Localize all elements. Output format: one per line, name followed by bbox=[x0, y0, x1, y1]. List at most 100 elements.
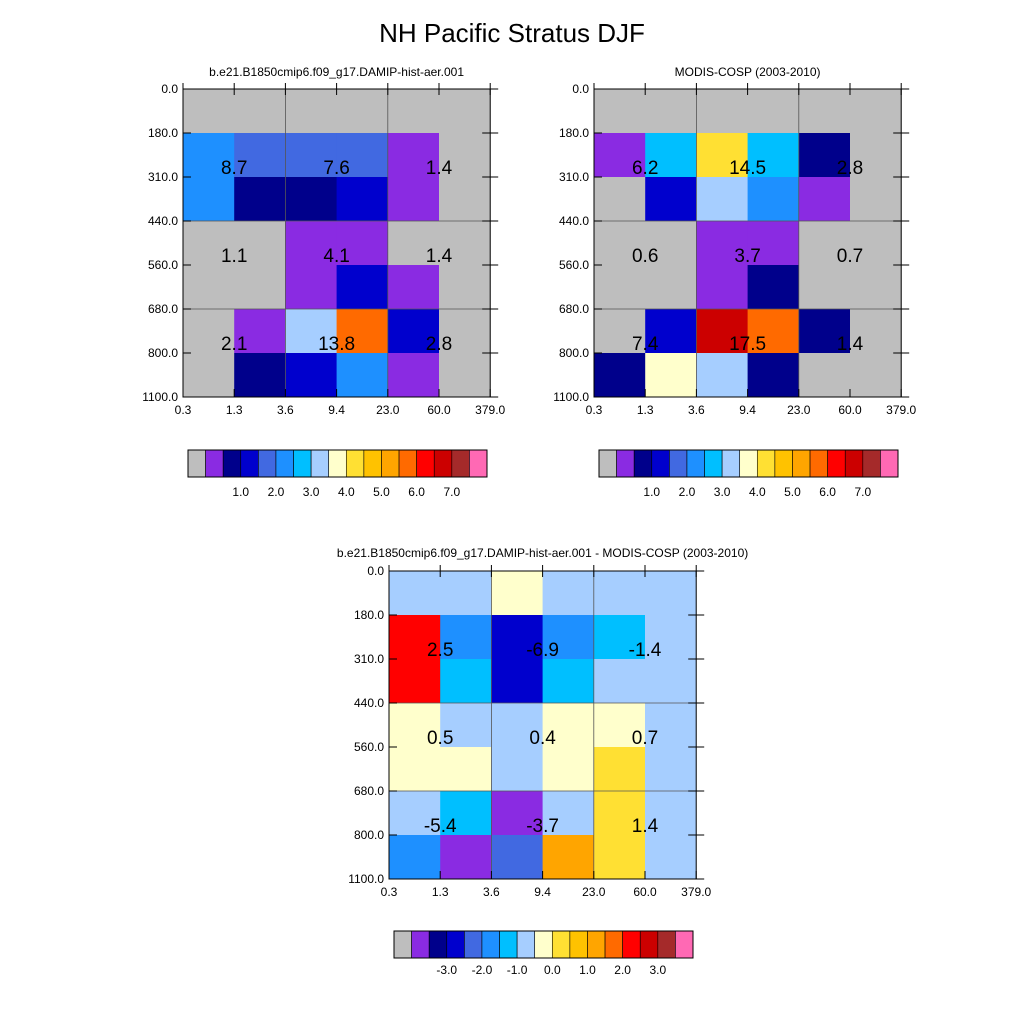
heatmap-cell bbox=[491, 835, 543, 880]
heatmap-cell bbox=[439, 89, 491, 134]
heatmap-cell bbox=[439, 265, 491, 310]
heatmap-cell bbox=[336, 177, 389, 222]
heatmap-cell bbox=[798, 309, 851, 354]
heatmap-cell bbox=[542, 835, 595, 880]
heatmap-cell bbox=[439, 309, 491, 354]
x-tick-label: 9.4 bbox=[739, 403, 756, 417]
heatmap-cell bbox=[593, 571, 646, 616]
cell-value-label: -1.4 bbox=[629, 640, 662, 661]
heatmap-cell bbox=[850, 177, 902, 222]
y-tick-label: 680.0 bbox=[148, 302, 178, 316]
x-tick-label: 0.3 bbox=[175, 403, 192, 417]
cell-value-label: 7.6 bbox=[323, 158, 349, 179]
heatmap-cell bbox=[389, 747, 441, 792]
cell-value-label: -5.4 bbox=[424, 816, 457, 837]
cell-value-label: 1.4 bbox=[632, 816, 659, 837]
heatmap-cell bbox=[285, 309, 337, 354]
colorbar-label: 6.0 bbox=[819, 485, 836, 499]
colorbar-swatch bbox=[464, 930, 483, 959]
y-tick-label: 440.0 bbox=[148, 214, 178, 228]
panel-2: MODIS-COSP (2003-2010) 0.0 180.0 310.0 440.0… bbox=[553, 65, 916, 499]
colorbar-swatch bbox=[657, 930, 676, 959]
colorbar-label: -1.0 bbox=[507, 963, 528, 977]
heatmap-cell bbox=[696, 309, 748, 354]
heatmap-cell bbox=[645, 309, 697, 354]
x-tick-label: 60.0 bbox=[427, 403, 451, 417]
colorbar-swatch bbox=[187, 449, 206, 478]
y-tick-label: 0.0 bbox=[572, 82, 589, 96]
colorbar-swatch bbox=[827, 449, 846, 478]
y-tick-label: 0.0 bbox=[161, 82, 178, 96]
colorbar-label: 3.0 bbox=[303, 485, 320, 499]
colorbar-swatch bbox=[862, 449, 881, 478]
heatmap-cell bbox=[594, 177, 646, 222]
colorbar-swatch bbox=[481, 930, 500, 959]
heatmap-cell bbox=[336, 133, 389, 178]
y-tick-label: 310.0 bbox=[559, 170, 589, 184]
x-tick-label: 3.6 bbox=[483, 885, 500, 899]
colorbar-swatch bbox=[451, 449, 470, 478]
y-tick-label: 1100.0 bbox=[553, 390, 589, 404]
heatmap-cell bbox=[645, 221, 697, 266]
heatmap-cell bbox=[696, 353, 748, 398]
colorbar-swatch bbox=[569, 930, 588, 959]
colorbar-swatch bbox=[222, 449, 242, 478]
y-tick-label: 1100.0 bbox=[142, 390, 178, 404]
panel-1: b.e21.B1850cmip6.f09_g17.DAMIP-hist-aer.… bbox=[142, 65, 505, 499]
heatmap-cell bbox=[285, 221, 337, 266]
heatmap-cell bbox=[645, 353, 697, 398]
colorbar-swatch bbox=[587, 930, 606, 959]
heatmap-cell bbox=[389, 835, 441, 880]
heatmap-cell bbox=[696, 265, 748, 310]
colorbar-swatch bbox=[398, 449, 417, 478]
x-tick-label: 379.0 bbox=[886, 403, 916, 417]
colorbar-swatch bbox=[686, 449, 705, 478]
x-tick-label: 1.3 bbox=[226, 403, 243, 417]
heatmap-cell bbox=[645, 703, 697, 748]
heatmap-cell bbox=[593, 703, 646, 748]
colorbar-swatch bbox=[675, 930, 694, 959]
heatmap-cell bbox=[645, 615, 697, 660]
heatmap-cell bbox=[387, 221, 440, 266]
heatmap-cell bbox=[336, 221, 389, 266]
colorbar-swatch bbox=[205, 449, 224, 478]
heatmap-cell bbox=[387, 133, 440, 178]
colorbar-swatch bbox=[240, 449, 259, 478]
heatmap-cell bbox=[798, 265, 851, 310]
heatmap-cell bbox=[234, 133, 286, 178]
heatmap-cell bbox=[336, 265, 389, 310]
colorbar-swatch bbox=[499, 930, 518, 959]
colorbar-swatch bbox=[328, 449, 347, 478]
colorbar-label: 4.0 bbox=[338, 485, 355, 499]
heatmap-cell bbox=[285, 177, 337, 222]
heatmap-cell bbox=[645, 659, 697, 704]
heatmap-cell bbox=[645, 177, 697, 222]
colorbar-swatch bbox=[433, 449, 453, 478]
heatmap-cell bbox=[747, 265, 800, 310]
heatmap-cell bbox=[850, 353, 902, 398]
colorbar-swatch bbox=[616, 449, 635, 478]
heatmap-cell bbox=[336, 309, 389, 354]
figure-title: NH Pacific Stratus DJF bbox=[379, 18, 645, 48]
cell-value-label: 2.8 bbox=[837, 158, 863, 179]
heatmap-cell bbox=[594, 221, 646, 266]
heatmap-cell bbox=[234, 177, 286, 222]
cell-value-label: 3.7 bbox=[734, 246, 760, 267]
colorbar-swatch bbox=[756, 449, 776, 478]
colorbar-label: 7.0 bbox=[854, 485, 871, 499]
heatmap-cell bbox=[440, 747, 492, 792]
x-tick-label: 9.4 bbox=[534, 885, 551, 899]
colorbar-swatch bbox=[275, 449, 294, 478]
heatmap-cell bbox=[645, 265, 697, 310]
colorbar-swatch bbox=[739, 449, 758, 478]
cell-value-label: 0.7 bbox=[632, 728, 658, 749]
heatmap-cell bbox=[439, 353, 491, 398]
heatmap-cell bbox=[439, 133, 491, 178]
heatmap-cell bbox=[696, 221, 748, 266]
cell-value-label: 17.5 bbox=[729, 334, 766, 355]
heatmap-cell bbox=[183, 309, 235, 354]
heatmap-cell bbox=[850, 265, 902, 310]
x-tick-label: 379.0 bbox=[681, 885, 711, 899]
heatmap-cell bbox=[387, 265, 440, 310]
y-tick-label: 0.0 bbox=[367, 564, 384, 578]
